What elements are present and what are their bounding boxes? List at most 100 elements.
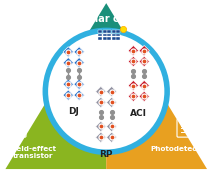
Polygon shape xyxy=(101,86,103,92)
Polygon shape xyxy=(139,61,144,64)
Polygon shape xyxy=(142,51,144,56)
Polygon shape xyxy=(96,137,101,140)
Polygon shape xyxy=(63,84,68,87)
Polygon shape xyxy=(79,60,84,63)
Circle shape xyxy=(45,30,167,152)
Polygon shape xyxy=(144,59,149,61)
FancyBboxPatch shape xyxy=(112,30,116,33)
Polygon shape xyxy=(68,79,71,84)
Polygon shape xyxy=(144,80,147,86)
Polygon shape xyxy=(66,63,68,68)
Polygon shape xyxy=(79,90,82,95)
Polygon shape xyxy=(101,100,106,102)
Polygon shape xyxy=(96,126,101,129)
Polygon shape xyxy=(68,82,74,84)
Polygon shape xyxy=(66,95,68,100)
Polygon shape xyxy=(131,86,133,91)
Polygon shape xyxy=(79,58,82,63)
Polygon shape xyxy=(133,48,138,51)
Polygon shape xyxy=(96,102,101,105)
Polygon shape xyxy=(101,132,103,137)
FancyBboxPatch shape xyxy=(116,37,120,40)
Polygon shape xyxy=(112,97,114,102)
Polygon shape xyxy=(139,56,149,67)
Polygon shape xyxy=(5,83,106,169)
Polygon shape xyxy=(128,61,133,64)
FancyBboxPatch shape xyxy=(98,34,102,36)
Polygon shape xyxy=(133,83,138,86)
Polygon shape xyxy=(63,95,68,98)
Polygon shape xyxy=(128,80,138,91)
Polygon shape xyxy=(77,95,79,100)
FancyBboxPatch shape xyxy=(107,34,111,36)
Polygon shape xyxy=(63,63,68,65)
Polygon shape xyxy=(106,97,117,108)
Polygon shape xyxy=(144,48,149,51)
Polygon shape xyxy=(131,61,133,67)
Polygon shape xyxy=(109,92,112,97)
Polygon shape xyxy=(68,90,71,95)
Text: RP: RP xyxy=(100,150,113,159)
Polygon shape xyxy=(58,3,155,111)
Polygon shape xyxy=(96,132,106,143)
Polygon shape xyxy=(144,83,149,86)
Polygon shape xyxy=(74,95,79,98)
Polygon shape xyxy=(142,86,144,91)
Polygon shape xyxy=(112,121,114,126)
Polygon shape xyxy=(66,84,68,89)
Polygon shape xyxy=(79,49,84,52)
Polygon shape xyxy=(74,63,79,65)
FancyBboxPatch shape xyxy=(116,30,120,33)
Polygon shape xyxy=(106,92,112,94)
Polygon shape xyxy=(68,93,74,95)
Polygon shape xyxy=(109,126,112,132)
Polygon shape xyxy=(144,91,147,96)
Polygon shape xyxy=(109,102,112,108)
Polygon shape xyxy=(77,63,79,68)
Polygon shape xyxy=(139,91,149,101)
FancyBboxPatch shape xyxy=(103,37,107,40)
Polygon shape xyxy=(74,47,84,57)
FancyBboxPatch shape xyxy=(107,30,111,33)
Polygon shape xyxy=(128,51,133,53)
Text: Solar cell: Solar cell xyxy=(81,14,132,24)
Polygon shape xyxy=(106,132,117,143)
Text: Photodetector: Photodetector xyxy=(150,146,209,152)
Polygon shape xyxy=(133,80,136,86)
Polygon shape xyxy=(77,84,79,89)
Polygon shape xyxy=(139,86,144,88)
Polygon shape xyxy=(128,46,138,56)
Text: Field-effect
transistor: Field-effect transistor xyxy=(9,146,56,160)
Polygon shape xyxy=(109,137,112,143)
Polygon shape xyxy=(101,89,106,92)
Polygon shape xyxy=(96,97,106,108)
Polygon shape xyxy=(98,92,101,97)
Polygon shape xyxy=(96,92,101,94)
Polygon shape xyxy=(63,79,74,89)
Polygon shape xyxy=(74,79,84,89)
Polygon shape xyxy=(128,86,133,88)
Polygon shape xyxy=(144,94,149,96)
Polygon shape xyxy=(133,46,136,51)
Polygon shape xyxy=(68,49,74,52)
Polygon shape xyxy=(106,83,207,169)
Polygon shape xyxy=(112,132,114,137)
Polygon shape xyxy=(133,56,136,61)
Polygon shape xyxy=(112,100,117,102)
Polygon shape xyxy=(63,52,68,54)
Polygon shape xyxy=(106,102,112,105)
Polygon shape xyxy=(112,135,117,137)
Polygon shape xyxy=(144,56,147,61)
Polygon shape xyxy=(128,96,133,99)
Polygon shape xyxy=(106,121,117,132)
Polygon shape xyxy=(74,52,79,54)
Polygon shape xyxy=(106,86,117,97)
Polygon shape xyxy=(131,51,133,56)
Polygon shape xyxy=(128,56,138,67)
FancyBboxPatch shape xyxy=(103,34,107,36)
Polygon shape xyxy=(139,80,149,91)
Polygon shape xyxy=(66,52,68,57)
Polygon shape xyxy=(128,91,138,101)
Polygon shape xyxy=(74,84,79,87)
Polygon shape xyxy=(96,86,106,97)
